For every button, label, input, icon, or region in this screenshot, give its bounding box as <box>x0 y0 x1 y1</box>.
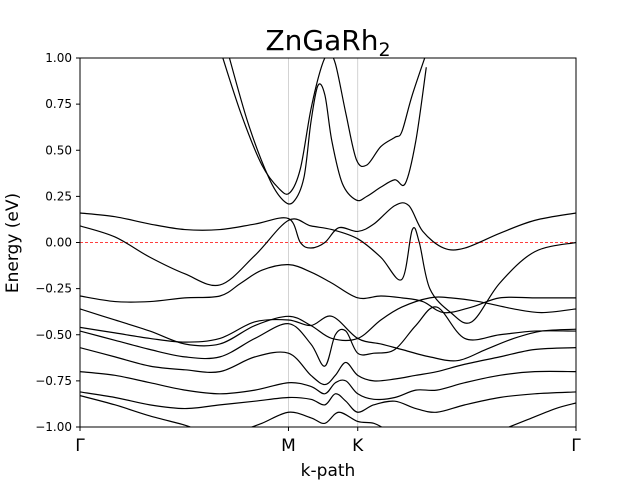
ytick-label-2: 0.50 <box>45 143 72 157</box>
ytick-label-3: 0.25 <box>45 189 72 203</box>
band-1 <box>228 58 427 205</box>
band-4 <box>80 264 576 314</box>
band-7 <box>80 306 576 367</box>
ytick-label-6: −0.50 <box>35 328 72 342</box>
ytick-label-0: 1.00 <box>45 51 72 65</box>
ytick-label-7: −0.75 <box>35 374 72 388</box>
band-13 <box>507 402 576 427</box>
band-6 <box>80 315 576 362</box>
band-10 <box>80 391 576 413</box>
chart-title: ZnGaRh2 <box>265 24 390 61</box>
ytick-label-4: 0.00 <box>45 236 72 250</box>
band-9 <box>80 370 576 401</box>
ytick-label-8: −1.00 <box>35 420 72 434</box>
y-axis-ticks: 1.00 0.75 0.50 0.25 0.00 −0.25 −0.50 −0.75 −1.00 <box>35 51 80 434</box>
band-11 <box>80 395 193 427</box>
y-axis-label: Energy (eV) <box>3 193 23 293</box>
xtick-label-2: K <box>352 436 364 456</box>
xtick-label-0: Γ <box>75 436 85 456</box>
band-lines <box>80 58 576 427</box>
band-8 <box>80 347 576 386</box>
band-3 <box>80 218 576 324</box>
ytick-label-5: −0.25 <box>35 282 72 296</box>
xtick-label-3: Γ <box>571 436 581 456</box>
ytick-label-1: 0.75 <box>45 97 72 111</box>
band-2 <box>80 202 576 251</box>
band-5 <box>80 296 576 347</box>
x-axis-label: k-path <box>301 461 356 480</box>
band-12 <box>249 411 383 427</box>
band-0 <box>222 58 426 195</box>
xtick-label-1: M <box>281 436 296 456</box>
